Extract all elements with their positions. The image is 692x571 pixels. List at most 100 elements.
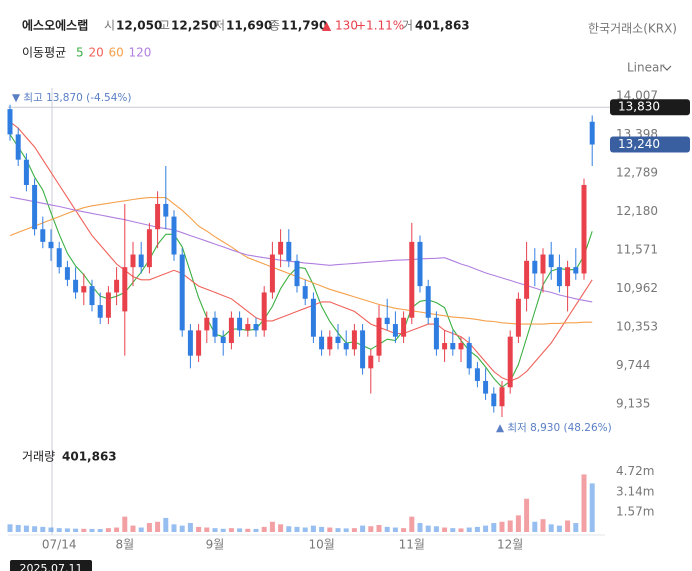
volume-bar: [196, 526, 202, 532]
volume-bar: [56, 528, 62, 532]
candle-body: [507, 336, 513, 388]
candle-body: [384, 317, 390, 325]
volume-bar: [15, 524, 21, 532]
candle-body: [7, 109, 13, 135]
volume-bar: [319, 526, 325, 532]
candle-body: [253, 324, 259, 331]
candle-body: [589, 121, 595, 145]
volume-value: 401,863: [62, 450, 117, 464]
trade-label: 거: [402, 19, 413, 33]
x-tick-label: 9월: [206, 538, 225, 552]
volume-bar: [474, 526, 480, 532]
high-note: ▼ 최고 13,870 (-4.54%): [12, 92, 132, 104]
volume-bar: [237, 528, 243, 532]
volume-bar: [261, 526, 267, 532]
volume-bar: [458, 528, 464, 532]
volume-bar: [343, 528, 349, 532]
candle-body: [73, 279, 79, 293]
candle-body: [179, 254, 185, 331]
candle-body: [499, 387, 505, 407]
volume-bar: [540, 519, 546, 532]
volume-bar: [245, 528, 251, 532]
candle-body: [269, 254, 275, 293]
exchange: 한국거래소(KRX): [588, 22, 677, 36]
ma-line: [9, 197, 593, 325]
crosshair-date-bg: [10, 560, 92, 571]
volume-bar: [212, 528, 218, 532]
candle-body: [122, 267, 128, 312]
candle-body: [114, 279, 120, 293]
y-tick-label: 10,353: [616, 320, 658, 334]
volume-bar: [269, 521, 275, 532]
volume-bar: [220, 528, 226, 532]
candle-body: [376, 317, 382, 356]
scale-select[interactable]: Linear: [627, 61, 664, 75]
volume-bar: [368, 526, 374, 532]
volume-bar: [302, 527, 308, 532]
volume-bar: [376, 524, 382, 532]
volume-bar: [483, 525, 489, 532]
volume-bar: [442, 527, 448, 532]
volume-bar: [499, 521, 505, 532]
candle-body: [491, 393, 497, 407]
x-tick-label: 8월: [115, 538, 134, 552]
volume-bar: [466, 527, 472, 532]
candle-body: [581, 184, 587, 274]
candle-body: [138, 254, 144, 268]
last-price-bg: [610, 136, 690, 153]
candle-body: [458, 343, 464, 350]
candle-body: [64, 267, 70, 280]
candle-body: [327, 336, 333, 350]
volume-bar: [73, 528, 79, 532]
volume-bar: [392, 527, 398, 532]
candle-body: [32, 184, 38, 230]
candle-body: [556, 267, 562, 287]
quote-label: 고: [159, 19, 170, 33]
volume-bar: [491, 523, 497, 532]
volume-bar: [278, 524, 284, 532]
volume-bar: [409, 516, 415, 532]
ma-legend: 60: [109, 46, 124, 60]
volume-bar: [524, 498, 530, 532]
volume-bar: [81, 528, 87, 532]
ma-line: [9, 121, 593, 382]
volume-bar: [360, 525, 366, 532]
volume-bar: [507, 520, 513, 532]
stock-name: 에스오에스랩: [22, 18, 88, 33]
volume-bar: [89, 528, 95, 532]
candle-body: [48, 241, 54, 249]
x-tick-label: 07/14: [42, 538, 77, 552]
quote-value: 12,250: [171, 19, 217, 33]
candle-body: [81, 286, 87, 293]
change-rate: +1.11%: [356, 19, 404, 33]
volume-bar: [450, 528, 456, 532]
volume-bar: [130, 525, 136, 532]
volume-bar: [187, 523, 193, 532]
volume-bar: [565, 520, 571, 532]
volume-bar: [23, 525, 29, 532]
ma-legend: 20: [89, 46, 104, 60]
volume-bar: [122, 516, 128, 532]
volume-bar: [573, 523, 579, 532]
candle-body: [515, 298, 521, 337]
volume-bar: [97, 529, 103, 532]
candle-body: [319, 336, 325, 350]
volume-bar: [163, 517, 169, 532]
x-tick-label: 10월: [308, 538, 334, 552]
crosshair-price: 13,830: [618, 100, 660, 114]
candle-body: [237, 317, 243, 331]
trade-value: 401,863: [415, 19, 470, 33]
volume-bar: [335, 528, 341, 532]
candle-body: [228, 317, 234, 344]
candle-body: [335, 336, 341, 344]
chevron[interactable]: [662, 65, 672, 71]
volume-bar: [548, 524, 554, 532]
volume-bar: [581, 474, 587, 532]
volume-bar: [228, 528, 234, 532]
volume-bar: [351, 528, 357, 532]
volume-bar: [589, 483, 595, 532]
candle-body: [540, 254, 546, 274]
volume-bar: [310, 525, 316, 532]
